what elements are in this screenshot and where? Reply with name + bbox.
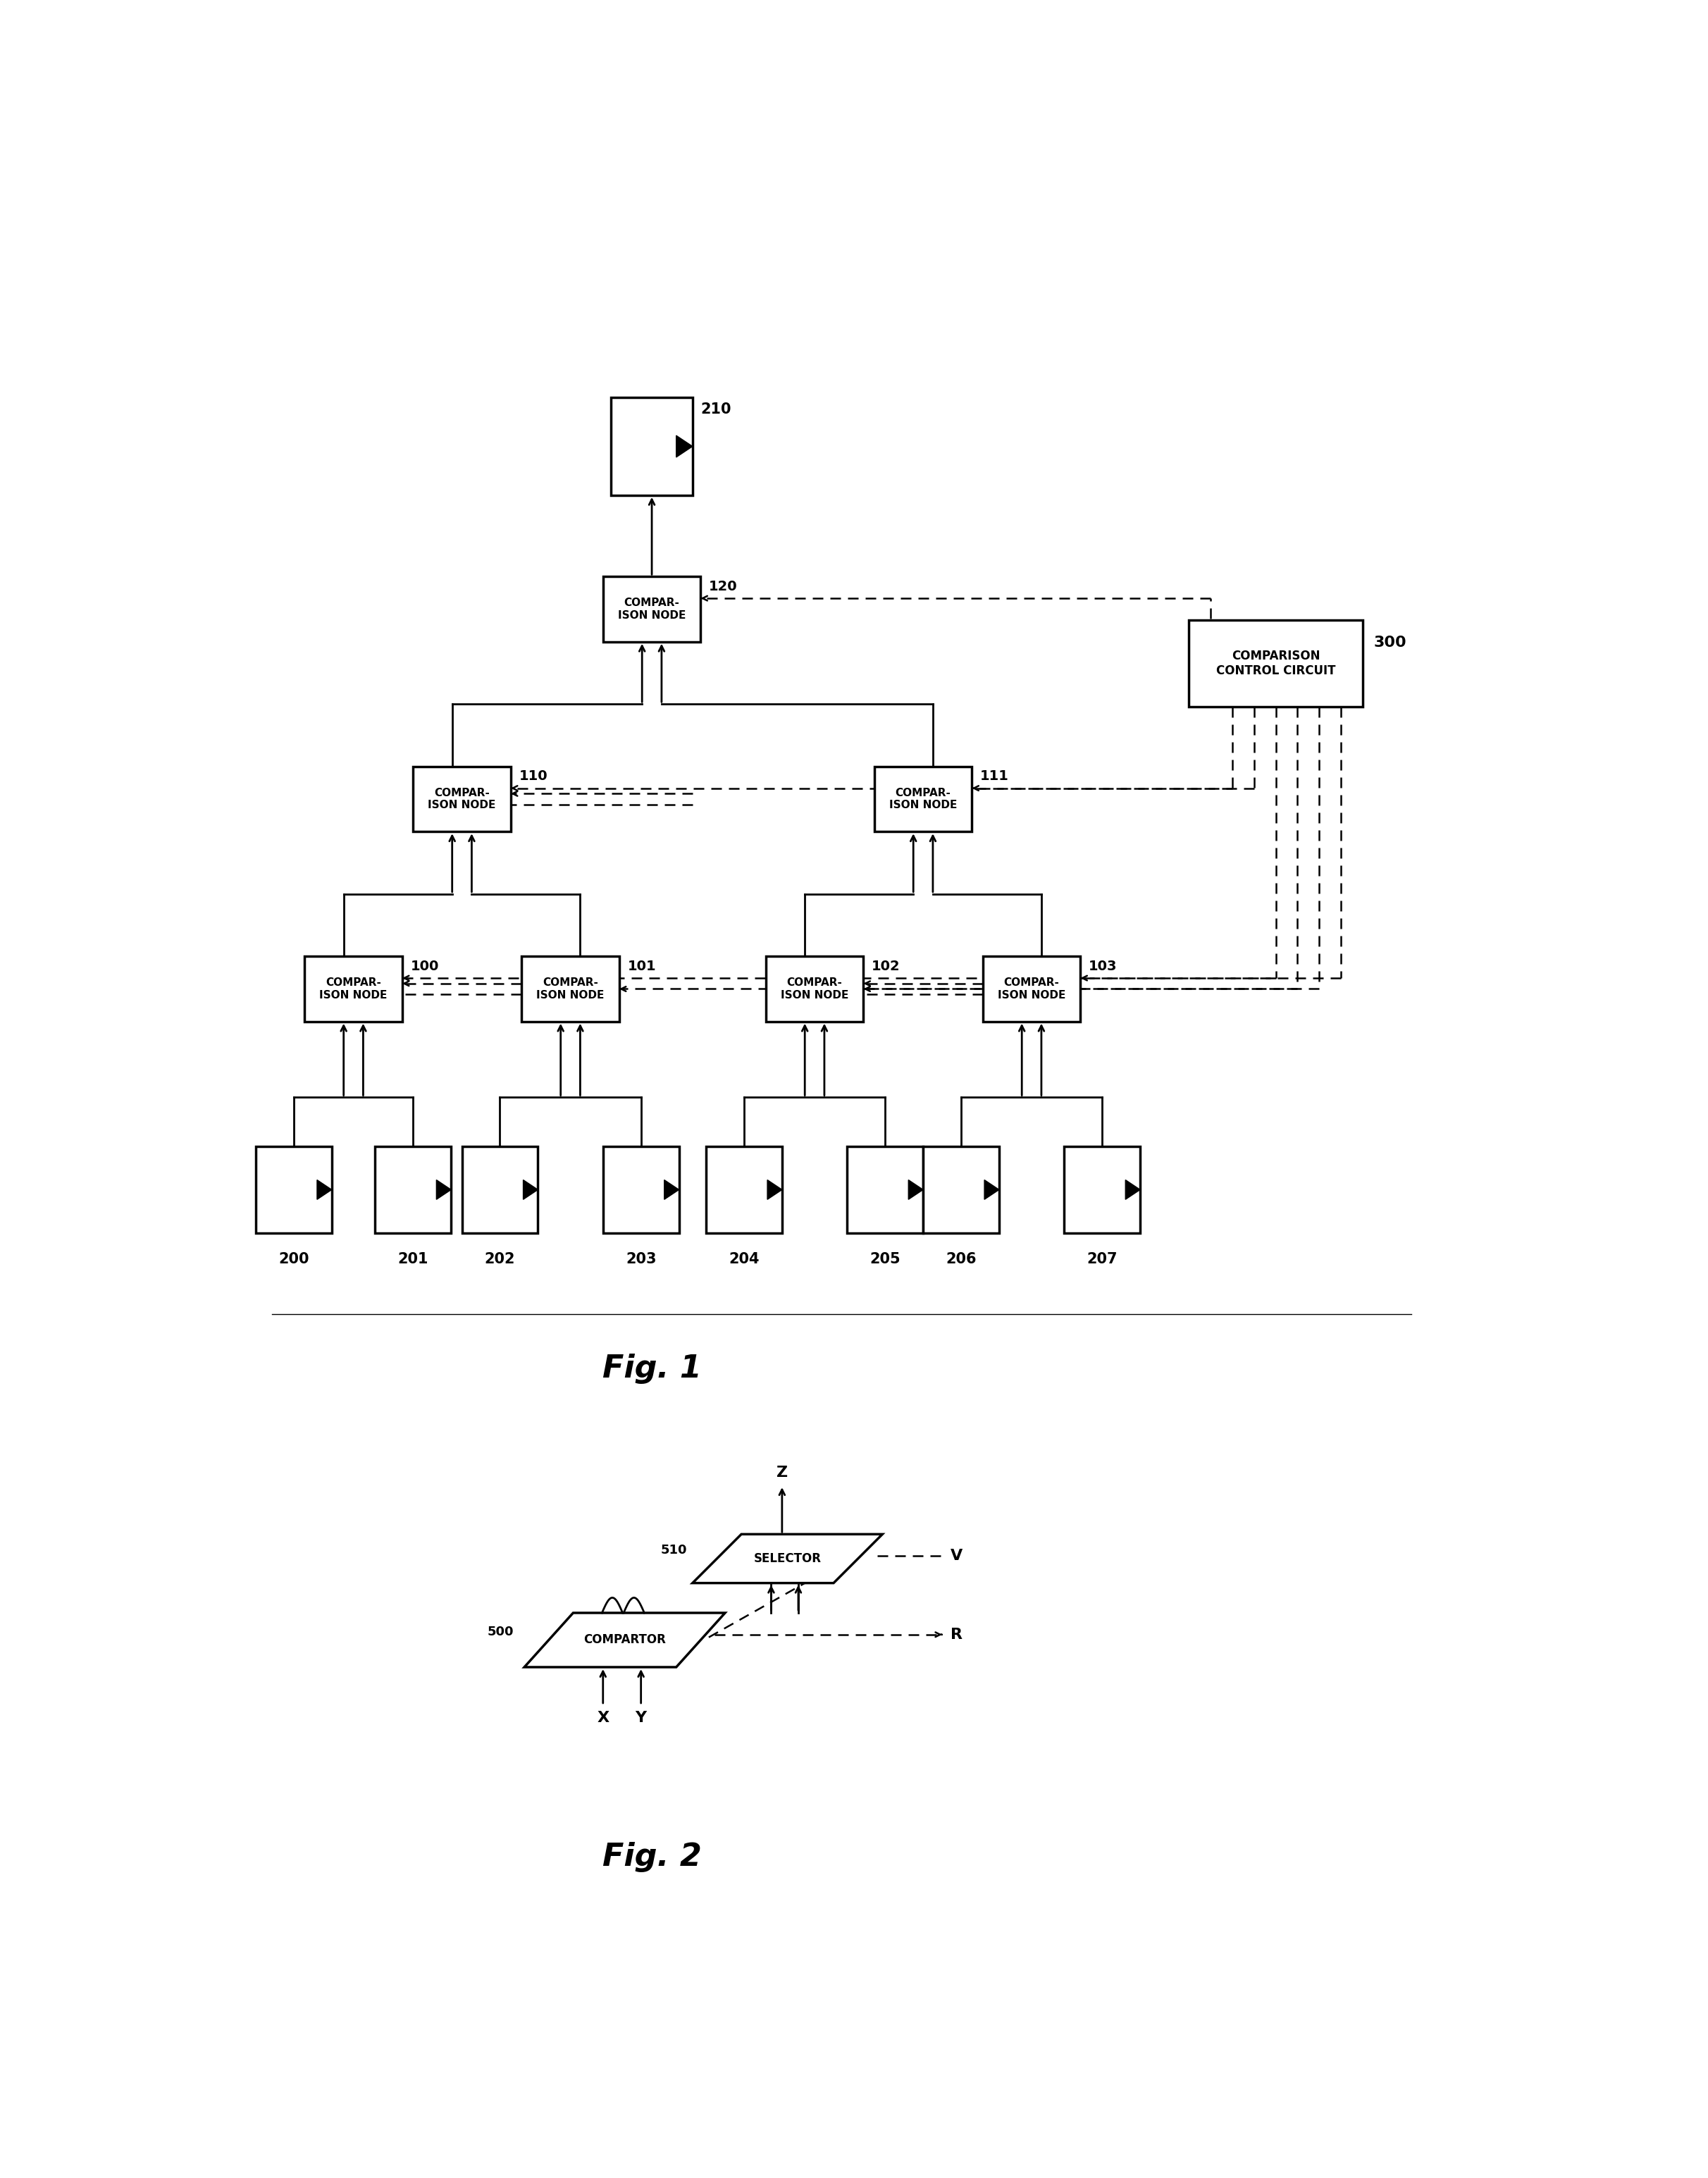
- Polygon shape: [523, 1180, 538, 1200]
- Text: Y: Y: [635, 1710, 647, 1725]
- Polygon shape: [524, 1614, 726, 1666]
- Text: V: V: [950, 1549, 962, 1564]
- Text: 103: 103: [1088, 958, 1117, 974]
- Bar: [922, 1146, 999, 1233]
- Polygon shape: [909, 1180, 922, 1200]
- Text: 102: 102: [871, 958, 900, 974]
- Bar: [874, 767, 972, 832]
- Text: 500: 500: [487, 1625, 514, 1638]
- Text: COMPARTOR: COMPARTOR: [584, 1634, 666, 1647]
- Text: COMPAR-
ISON NODE: COMPAR- ISON NODE: [781, 978, 849, 1000]
- Text: Fig. 2: Fig. 2: [603, 1843, 702, 1873]
- Text: SELECTOR: SELECTOR: [753, 1553, 822, 1566]
- Text: 510: 510: [661, 1544, 687, 1557]
- Polygon shape: [767, 1180, 782, 1200]
- Bar: [611, 399, 692, 494]
- Text: Fig. 1: Fig. 1: [603, 1353, 702, 1383]
- Text: R: R: [950, 1627, 962, 1642]
- Polygon shape: [1126, 1180, 1141, 1200]
- Text: 111: 111: [980, 769, 1009, 782]
- Polygon shape: [676, 436, 692, 457]
- Text: X: X: [598, 1710, 610, 1725]
- Polygon shape: [984, 1180, 999, 1200]
- Bar: [603, 577, 700, 643]
- Text: 201: 201: [398, 1252, 429, 1265]
- Bar: [847, 1146, 922, 1233]
- Bar: [1064, 1146, 1141, 1233]
- Text: 100: 100: [410, 958, 439, 974]
- Polygon shape: [692, 1533, 883, 1583]
- Text: 202: 202: [485, 1252, 516, 1265]
- Text: 101: 101: [627, 958, 656, 974]
- Polygon shape: [437, 1180, 451, 1200]
- Text: 205: 205: [869, 1252, 900, 1265]
- Text: 110: 110: [519, 769, 548, 782]
- Polygon shape: [318, 1180, 331, 1200]
- Text: COMPAR-
ISON NODE: COMPAR- ISON NODE: [536, 978, 605, 1000]
- Bar: [1189, 621, 1363, 708]
- Text: COMPAR-
ISON NODE: COMPAR- ISON NODE: [618, 597, 687, 621]
- Text: 206: 206: [946, 1252, 977, 1265]
- Text: Z: Z: [777, 1466, 787, 1481]
- Text: 120: 120: [709, 579, 738, 592]
- Text: COMPAR-
ISON NODE: COMPAR- ISON NODE: [997, 978, 1066, 1000]
- Text: COMPARISON
CONTROL CIRCUIT: COMPARISON CONTROL CIRCUIT: [1216, 649, 1336, 677]
- Bar: [765, 956, 864, 1021]
- Bar: [304, 956, 403, 1021]
- Text: 204: 204: [729, 1252, 760, 1265]
- Bar: [603, 1146, 680, 1233]
- Text: COMPAR-
ISON NODE: COMPAR- ISON NODE: [319, 978, 388, 1000]
- Polygon shape: [664, 1180, 680, 1200]
- Bar: [461, 1146, 538, 1233]
- Bar: [413, 767, 511, 832]
- Bar: [705, 1146, 782, 1233]
- Bar: [521, 956, 620, 1021]
- Bar: [376, 1146, 451, 1233]
- Bar: [256, 1146, 331, 1233]
- Text: 203: 203: [625, 1252, 656, 1265]
- Text: 300: 300: [1373, 636, 1406, 649]
- Text: 207: 207: [1086, 1252, 1117, 1265]
- Text: 200: 200: [278, 1252, 309, 1265]
- Text: COMPAR-
ISON NODE: COMPAR- ISON NODE: [429, 788, 495, 810]
- Text: COMPAR-
ISON NODE: COMPAR- ISON NODE: [890, 788, 956, 810]
- Bar: [982, 956, 1081, 1021]
- Text: 210: 210: [700, 403, 731, 416]
